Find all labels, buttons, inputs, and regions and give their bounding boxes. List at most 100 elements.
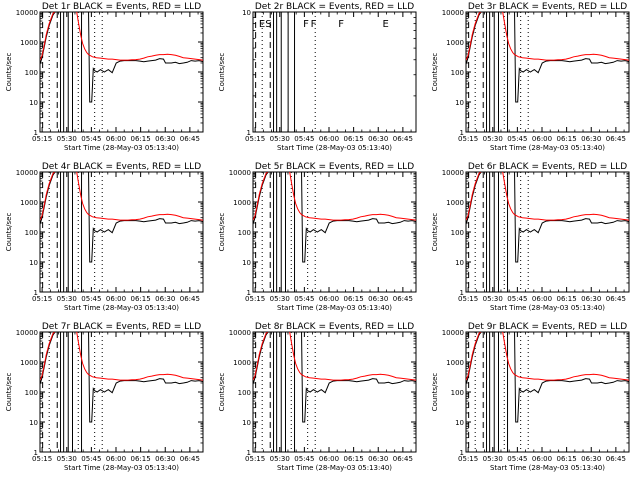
y-tick-label: 10000 [16, 9, 38, 17]
lld-series-line [466, 332, 629, 381]
y-tick-label: 1000 [20, 39, 38, 47]
flag-label: ES [259, 19, 272, 30]
plot-area [253, 332, 416, 452]
x-tick-label: 06:45 [606, 295, 626, 303]
panel-title: Det 2r BLACK = Events, RED = LLD [255, 2, 414, 12]
panel-det-1: Det 1r BLACK = Events, RED = LLD 1 10 100 10… [5, 2, 204, 152]
panel-det-4: Det 4r BLACK = Events, RED = LLD 1 10 100 10… [5, 162, 204, 312]
x-tick-label: 06:15 [344, 455, 364, 463]
y-tick-label: 1 [34, 129, 38, 137]
y-tick-label: 1 [247, 449, 251, 457]
x-tick-label: 06:30 [581, 295, 601, 303]
x-tick-label: 05:30 [483, 295, 503, 303]
x-tick-label: 06:15 [131, 295, 151, 303]
panel-det-7: Det 7r BLACK = Events, RED = LLD 1 10 100 10… [5, 322, 204, 472]
lld-series-line [40, 12, 203, 61]
x-tick-label: 06:00 [319, 295, 339, 303]
plot-frame [39, 11, 204, 133]
x-tick-label: 06:45 [393, 135, 413, 143]
y-tick-label: 10000 [442, 9, 464, 17]
x-tick-label: 05:15 [32, 455, 52, 463]
plot-area [40, 12, 203, 132]
y-tick-label: 10 [455, 99, 464, 107]
lld-series-line [466, 172, 629, 221]
plot-area [40, 172, 203, 292]
x-tick-label: 05:15 [245, 295, 265, 303]
y-tick-label: 10 [29, 259, 38, 267]
x-tick-label: 05:45 [507, 135, 527, 143]
x-tick-label: 05:45 [81, 135, 101, 143]
events-series-line [466, 172, 629, 263]
y-tick-label: 100 [25, 229, 38, 237]
y-axis-label: Counts/sec [218, 53, 226, 92]
y-tick-label: 100 [25, 389, 38, 397]
panel-title: Det 4r BLACK = Events, RED = LLD [42, 162, 201, 172]
x-tick-label: 06:00 [532, 135, 552, 143]
lld-series-line [466, 12, 629, 61]
x-tick-label: 06:45 [393, 455, 413, 463]
x-tick-label: 05:15 [245, 135, 265, 143]
x-tick-label: 05:15 [32, 135, 52, 143]
x-tick-label: 06:00 [319, 135, 339, 143]
plot-frame [252, 331, 417, 453]
x-tick-label: 05:45 [294, 455, 314, 463]
y-tick-label: 1 [460, 449, 464, 457]
x-tick-label: 05:45 [507, 295, 527, 303]
x-tick-label: 05:30 [57, 135, 77, 143]
y-axis-label: Counts/sec [431, 213, 439, 252]
y-tick-label: 1000 [446, 359, 464, 367]
x-tick-label: 05:15 [458, 135, 478, 143]
events-series-line [466, 332, 629, 423]
panel-title: Det 5r BLACK = Events, RED = LLD [255, 162, 414, 172]
y-tick-label: 10000 [16, 329, 38, 337]
panel-title: Det 3r BLACK = Events, RED = LLD [468, 2, 627, 12]
plot-area [466, 12, 629, 132]
x-tick-label: 06:30 [581, 135, 601, 143]
x-tick-label: 06:45 [180, 135, 200, 143]
x-tick-label: 06:00 [106, 295, 126, 303]
plot-frame [252, 171, 417, 293]
x-tick-label: 05:15 [245, 455, 265, 463]
y-tick-label: 10 [242, 259, 251, 267]
flag-label: F [311, 19, 317, 30]
x-tick-label: 05:30 [483, 455, 503, 463]
plot-area [40, 332, 203, 452]
x-tick-label: 05:15 [458, 295, 478, 303]
events-series-line [253, 172, 416, 263]
y-tick-label: 1000 [233, 199, 251, 207]
plot-frame [39, 331, 204, 453]
plot-frame [465, 171, 630, 293]
y-tick-label: 1000 [446, 39, 464, 47]
y-tick-label: 1 [247, 289, 251, 297]
panel-title: Det 6r BLACK = Events, RED = LLD [468, 162, 627, 172]
x-tick-label: 06:00 [532, 295, 552, 303]
x-tick-label: 05:30 [57, 455, 77, 463]
x-tick-label: 06:00 [532, 455, 552, 463]
y-tick-label: 10000 [229, 169, 251, 177]
x-tick-label: 06:45 [393, 295, 413, 303]
lld-series-line [253, 172, 416, 221]
y-tick-label: 1000 [233, 359, 251, 367]
panel-det-5: Det 5r BLACK = Events, RED = LLD 1 10 100 10… [218, 162, 417, 312]
lld-series-line [40, 332, 203, 381]
x-tick-label: 06:15 [131, 135, 151, 143]
y-tick-label: 1 [247, 129, 251, 137]
x-tick-label: 05:30 [270, 135, 290, 143]
y-axis-label: Counts/sec [5, 373, 13, 412]
y-axis-label: Counts/sec [431, 373, 439, 412]
x-tick-label: 06:45 [606, 455, 626, 463]
panel-det-9: Det 9r BLACK = Events, RED = LLD 1 10 100 10… [431, 322, 630, 472]
x-tick-label: 06:15 [557, 135, 577, 143]
panel-det-8: Det 8r BLACK = Events, RED = LLD 1 10 100 10… [218, 322, 417, 472]
x-tick-label: 06:30 [368, 455, 388, 463]
y-axis-label: Counts/sec [218, 213, 226, 252]
y-axis-label: Counts/sec [5, 213, 13, 252]
flag-label: F [338, 19, 344, 30]
x-tick-label: 06:30 [155, 135, 175, 143]
y-tick-label: 100 [451, 69, 464, 77]
x-tick-label: 06:30 [368, 295, 388, 303]
y-tick-label: 100 [451, 229, 464, 237]
y-tick-label: 100 [451, 389, 464, 397]
x-tick-label: 05:15 [32, 295, 52, 303]
